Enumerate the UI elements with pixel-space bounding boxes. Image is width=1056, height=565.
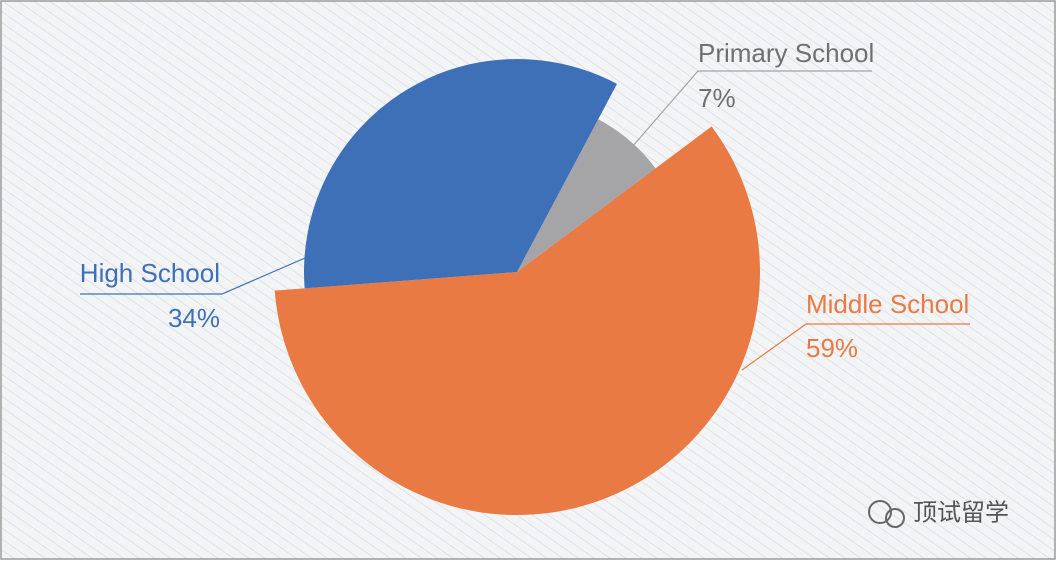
- category-label: High School: [80, 258, 220, 288]
- category-label: Middle School: [806, 289, 969, 319]
- watermark-text: 顶试留学: [913, 499, 1009, 526]
- pie: [274, 58, 760, 516]
- leader-line: [80, 257, 306, 295]
- watermark-icon: [868, 500, 892, 524]
- leader-line: [741, 323, 970, 371]
- watermark-icon: [885, 508, 905, 528]
- value-label: 34%: [168, 303, 220, 333]
- pie-slice: [274, 126, 760, 516]
- value-label: 59%: [806, 333, 858, 363]
- labels: Primary School 7% Middle School 59% High Sch…: [80, 38, 970, 371]
- value-label: 7%: [698, 83, 736, 113]
- pie-slice: [517, 119, 656, 273]
- watermark: 顶试留学: [868, 499, 1009, 528]
- pie-slice: [304, 58, 617, 289]
- leader-line: [611, 70, 872, 171]
- category-label: Primary School: [698, 38, 874, 68]
